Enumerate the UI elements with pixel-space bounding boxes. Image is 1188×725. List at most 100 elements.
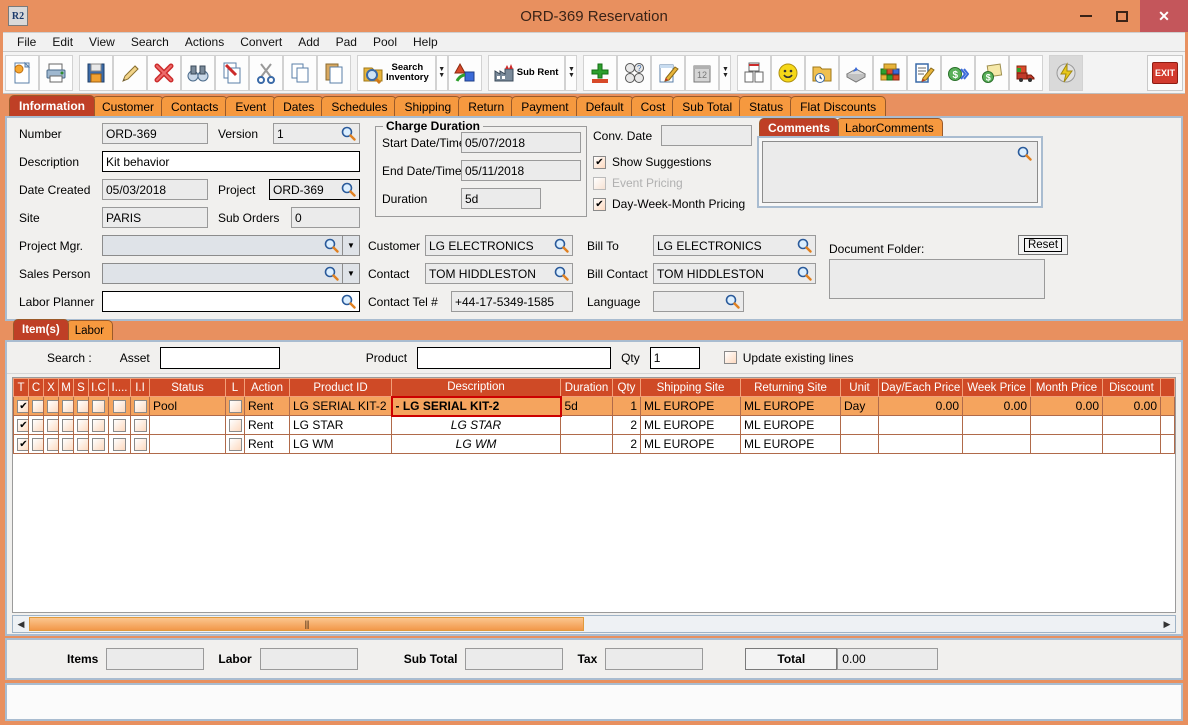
cell-shipping-site[interactable]: ML EUROPE xyxy=(640,396,741,416)
col-header-discount[interactable]: Discount xyxy=(1102,378,1161,397)
col-header-unit[interactable]: Unit xyxy=(840,378,879,397)
cell-ic[interactable] xyxy=(88,434,109,454)
close-button[interactable]: ✕ xyxy=(1140,0,1188,32)
menu-item-view[interactable]: View xyxy=(81,33,123,51)
delivery-truck-icon[interactable] xyxy=(1009,54,1044,91)
row-checkbox-ic[interactable] xyxy=(92,419,105,433)
cell-week-price[interactable]: 0.00 xyxy=(962,396,1031,416)
cell-l[interactable] xyxy=(225,396,245,416)
menu-item-help[interactable]: Help xyxy=(405,33,446,51)
table-row[interactable]: Rent LG STAR LG STAR 2 ML EUROPE ML EURO… xyxy=(13,415,1175,435)
cell-week-price[interactable] xyxy=(962,415,1031,435)
cell-duration[interactable] xyxy=(560,434,613,454)
lightning-icon[interactable] xyxy=(1049,54,1084,91)
cell-action[interactable]: Rent xyxy=(244,415,290,435)
tab-status[interactable]: Status xyxy=(739,96,794,116)
cell-qty[interactable]: 1 xyxy=(612,396,641,416)
col-header-product-id[interactable]: Product ID xyxy=(289,378,392,397)
qty-input[interactable]: 1 xyxy=(649,346,700,369)
cell-day-price[interactable]: 0.00 xyxy=(878,396,963,416)
tab-default[interactable]: Default xyxy=(575,96,634,116)
labor-total-field[interactable] xyxy=(259,648,358,670)
cell-month-price[interactable]: 0.00 xyxy=(1030,396,1103,416)
cell-shipping-site[interactable]: ML EUROPE xyxy=(640,415,741,435)
search-icon[interactable] xyxy=(1017,146,1032,161)
menu-item-file[interactable]: File xyxy=(9,33,44,51)
cell-unit[interactable] xyxy=(840,415,879,435)
menu-item-pool[interactable]: Pool xyxy=(365,33,405,51)
cell-ic[interactable] xyxy=(88,415,109,435)
description-field[interactable]: Kit behavior xyxy=(102,151,360,172)
reports-icon[interactable] xyxy=(737,54,772,91)
cell-t[interactable] xyxy=(13,415,29,435)
row-checkbox-x[interactable] xyxy=(47,419,58,433)
cell-qty[interactable]: 2 xyxy=(612,415,641,435)
project-field[interactable]: ORD-369 xyxy=(269,179,360,200)
language-field[interactable] xyxy=(653,291,744,312)
search-icon[interactable] xyxy=(554,238,569,253)
tab-flat-discounts[interactable]: Flat Discounts xyxy=(790,96,887,116)
search-icon[interactable] xyxy=(797,266,812,281)
search-icon[interactable] xyxy=(341,182,356,197)
bill-to-field[interactable]: LG ELECTRONICS xyxy=(653,235,816,256)
cell-c[interactable] xyxy=(28,396,44,416)
col-header-m[interactable]: M xyxy=(58,378,74,397)
tab-items[interactable]: Item(s) xyxy=(13,319,69,340)
col-header-i[interactable]: I.... xyxy=(108,378,131,397)
search-inventory-button[interactable]: Search Inventory xyxy=(357,54,436,91)
col-header-action[interactable]: Action xyxy=(244,378,290,397)
convert-shapes-icon[interactable] xyxy=(447,54,482,91)
sub-rent-button[interactable]: Sub Rent xyxy=(487,54,566,91)
tab-event[interactable]: Event xyxy=(225,96,277,116)
tab-information[interactable]: Information xyxy=(9,95,95,116)
row-checkbox-t[interactable] xyxy=(17,400,28,414)
col-header-qty[interactable]: Qty xyxy=(612,378,641,397)
cell-description[interactable]: LG STAR xyxy=(391,415,561,435)
cell-c[interactable] xyxy=(28,434,44,454)
col-header-duration[interactable]: Duration xyxy=(560,378,613,397)
cell-s[interactable] xyxy=(73,415,89,435)
menu-item-add[interactable]: Add xyxy=(290,33,327,51)
cell-x[interactable] xyxy=(43,415,59,435)
folder-clock-icon[interactable] xyxy=(805,54,840,91)
cell-duration[interactable]: 5d xyxy=(560,396,613,416)
row-checkbox-i[interactable] xyxy=(113,419,126,433)
tab-sub-total[interactable]: Sub Total xyxy=(672,96,743,116)
search-icon[interactable] xyxy=(797,238,812,253)
search-inventory-dropdown-icon[interactable]: ▼ ▼ xyxy=(435,54,448,91)
search-icon[interactable] xyxy=(341,126,356,141)
sub-rent-dropdown-icon[interactable]: ▼ ▼ xyxy=(565,54,578,91)
menu-item-actions[interactable]: Actions xyxy=(177,33,232,51)
menu-item-edit[interactable]: Edit xyxy=(44,33,81,51)
contact-field[interactable]: TOM HIDDLESTON xyxy=(425,263,573,284)
search-icon[interactable] xyxy=(341,294,356,309)
cell-week-price[interactable] xyxy=(962,434,1031,454)
tab-payment[interactable]: Payment xyxy=(511,96,579,116)
copy-document-icon[interactable] xyxy=(215,54,249,91)
end-date-field[interactable]: 05/11/2018 xyxy=(461,160,581,181)
scroll-right-arrow-icon[interactable]: ▶ xyxy=(1163,618,1171,629)
document-folder-field[interactable] xyxy=(829,259,1045,299)
database-icon[interactable] xyxy=(873,54,908,91)
calendar-icon[interactable]: 12 xyxy=(685,54,720,91)
show-suggestions-checkbox[interactable] xyxy=(593,155,606,169)
tab-contacts[interactable]: Contacts xyxy=(161,96,229,116)
row-checkbox-ii[interactable] xyxy=(134,400,147,414)
update-existing-lines-checkbox[interactable] xyxy=(723,351,737,364)
product-input[interactable] xyxy=(417,346,612,369)
show-suggestions-row[interactable]: Show Suggestions xyxy=(593,155,711,169)
row-checkbox-l[interactable] xyxy=(229,419,242,433)
tax-field[interactable] xyxy=(605,648,704,670)
conv-date-field[interactable] xyxy=(661,125,752,146)
exit-button[interactable]: EXIT xyxy=(1147,54,1183,91)
cell-i[interactable] xyxy=(108,396,131,416)
row-checkbox-t[interactable] xyxy=(17,419,28,433)
col-header-week-price[interactable]: Week Price xyxy=(962,378,1031,397)
cell-action[interactable]: Rent xyxy=(244,434,290,454)
edit-pencil-icon[interactable] xyxy=(113,54,147,91)
start-date-field[interactable]: 05/07/2018 xyxy=(461,132,581,153)
row-checkbox-s[interactable] xyxy=(77,438,88,452)
cell-day-price[interactable] xyxy=(878,415,963,435)
col-header-month-price[interactable]: Month Price xyxy=(1030,378,1103,397)
cell-i[interactable] xyxy=(108,415,131,435)
